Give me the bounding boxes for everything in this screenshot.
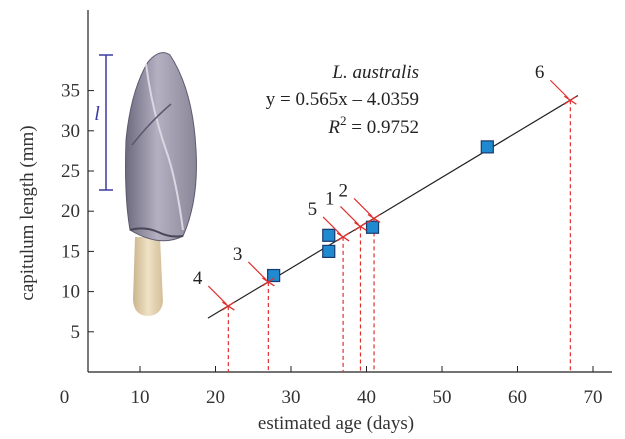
observed-point	[365, 220, 380, 234]
y-axis-title: capitulum length (mm)	[17, 125, 38, 300]
x-tick-label: 50	[433, 387, 452, 408]
estimate-callout-line	[247, 261, 267, 281]
observed-point	[322, 228, 336, 242]
estimate-callout-line	[340, 206, 359, 225]
x-tick-label: 70	[584, 387, 603, 408]
estimate-label: 6	[535, 62, 545, 83]
y-tick-label: 5	[71, 322, 81, 343]
equation-text: y = 0.565x – 4.0359	[266, 89, 419, 110]
r-squared-prefix: R	[327, 117, 340, 138]
y-tick-label: 20	[61, 201, 80, 222]
r-squared-value: = 0.9752	[347, 117, 419, 138]
y-tick-label: 25	[61, 161, 80, 182]
estimate-label: 1	[325, 188, 335, 209]
x-tick-label: 0	[60, 387, 70, 408]
estimate-callout-line	[353, 198, 373, 217]
estimate-callout-line	[549, 79, 569, 99]
x-tick-label: 60	[508, 387, 527, 408]
estimate-label: 2	[339, 180, 349, 201]
estimate-marker	[336, 232, 350, 242]
scale-bar-label: l	[94, 103, 100, 125]
y-tick-label: 30	[61, 121, 80, 142]
scale-bar	[99, 54, 113, 191]
observed-point	[322, 244, 336, 258]
observed-point	[480, 140, 494, 154]
barnacle-illustration	[125, 52, 197, 316]
estimate-label: 4	[193, 268, 203, 289]
estimate-label: 3	[233, 244, 243, 265]
estimate-callout-line	[207, 285, 227, 305]
estimate-marker	[354, 221, 367, 232]
equation-label: y = 0.565x – 4.0359	[266, 89, 419, 110]
y-tick-label: 15	[61, 241, 80, 262]
y-tick-label: 10	[61, 282, 80, 303]
x-tick-label: 20	[206, 387, 225, 408]
estimate-callout-line	[322, 216, 342, 236]
y-tick-label: 35	[61, 81, 80, 102]
estimate-label: 5	[308, 199, 318, 220]
axes	[87, 10, 612, 373]
r-squared-exponent: 2	[340, 113, 347, 128]
x-tick-label: 40	[357, 387, 376, 408]
estimate-marker	[261, 277, 275, 287]
species-label: L. australis	[331, 62, 419, 83]
observed-point	[267, 268, 281, 283]
x-tick-label: 30	[282, 387, 301, 408]
x-tick-label: 10	[131, 387, 150, 408]
estimate-marker	[221, 301, 235, 311]
r-squared-label: R2 = 0.9752	[327, 113, 419, 138]
estimate-marker	[367, 213, 381, 223]
x-axis-title: estimated age (days)	[258, 413, 414, 434]
estimate-marker	[563, 95, 577, 105]
